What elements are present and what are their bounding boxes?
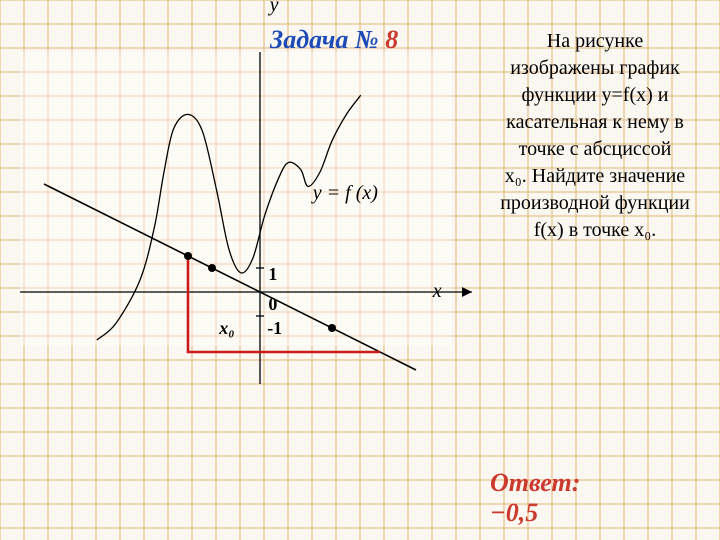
tick-one: 1 [268,264,277,285]
problem-text: На рисунке изображены график функции y=f(x… [480,28,710,244]
answer-value: −0,5 [490,498,538,527]
problem-line: функции y=f(x) и [522,84,669,106]
problem-line: точке с абсциссой [519,138,672,160]
problem-line: На рисунке [547,30,643,52]
tick-mone: -1 [267,318,282,339]
title-number: 8 [385,25,398,54]
x-axis-label: x [433,280,442,303]
figure-chart [20,52,512,424]
tick-x0: x₀ [219,318,234,339]
answer-block: Ответ: −0,5 [490,468,580,528]
problem-line: производной функции [500,192,690,214]
answer-label: Ответ: [490,468,580,497]
problem-line: касательная к нему в [506,111,684,133]
problem-line: f(x) в точке x₀. [534,219,657,241]
problem-line: x₀. Найдите значение [505,165,685,187]
function-label: y = f (x) [313,182,378,205]
problem-line: изображены график [510,57,680,79]
y-axis-label: y [270,0,279,17]
task-title: Задача № 8 [270,25,398,55]
title-prefix: Задача № [270,25,379,54]
tick-zero: 0 [268,294,277,315]
